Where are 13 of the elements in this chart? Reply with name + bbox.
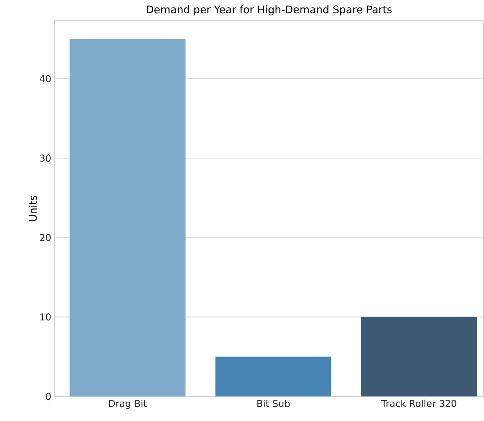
chart-title: Demand per Year for High-Demand Spare Parts	[147, 6, 392, 16]
y-tick-label: 0	[46, 393, 51, 400]
bar	[361, 317, 478, 397]
x-tick-label: Drag Bit	[109, 400, 147, 410]
bar	[216, 357, 332, 397]
y-tick-label: 20	[40, 234, 51, 242]
bar	[70, 39, 186, 397]
y-tick-label: 40	[40, 76, 51, 83]
y-axis-title: Units	[28, 196, 38, 222]
x-tick-label: Bit Sub	[258, 400, 290, 408]
y-tick-label: 30	[40, 154, 51, 162]
y-tick-label: 10	[40, 314, 51, 321]
x-tick-label: Track Roller 320	[381, 400, 457, 408]
